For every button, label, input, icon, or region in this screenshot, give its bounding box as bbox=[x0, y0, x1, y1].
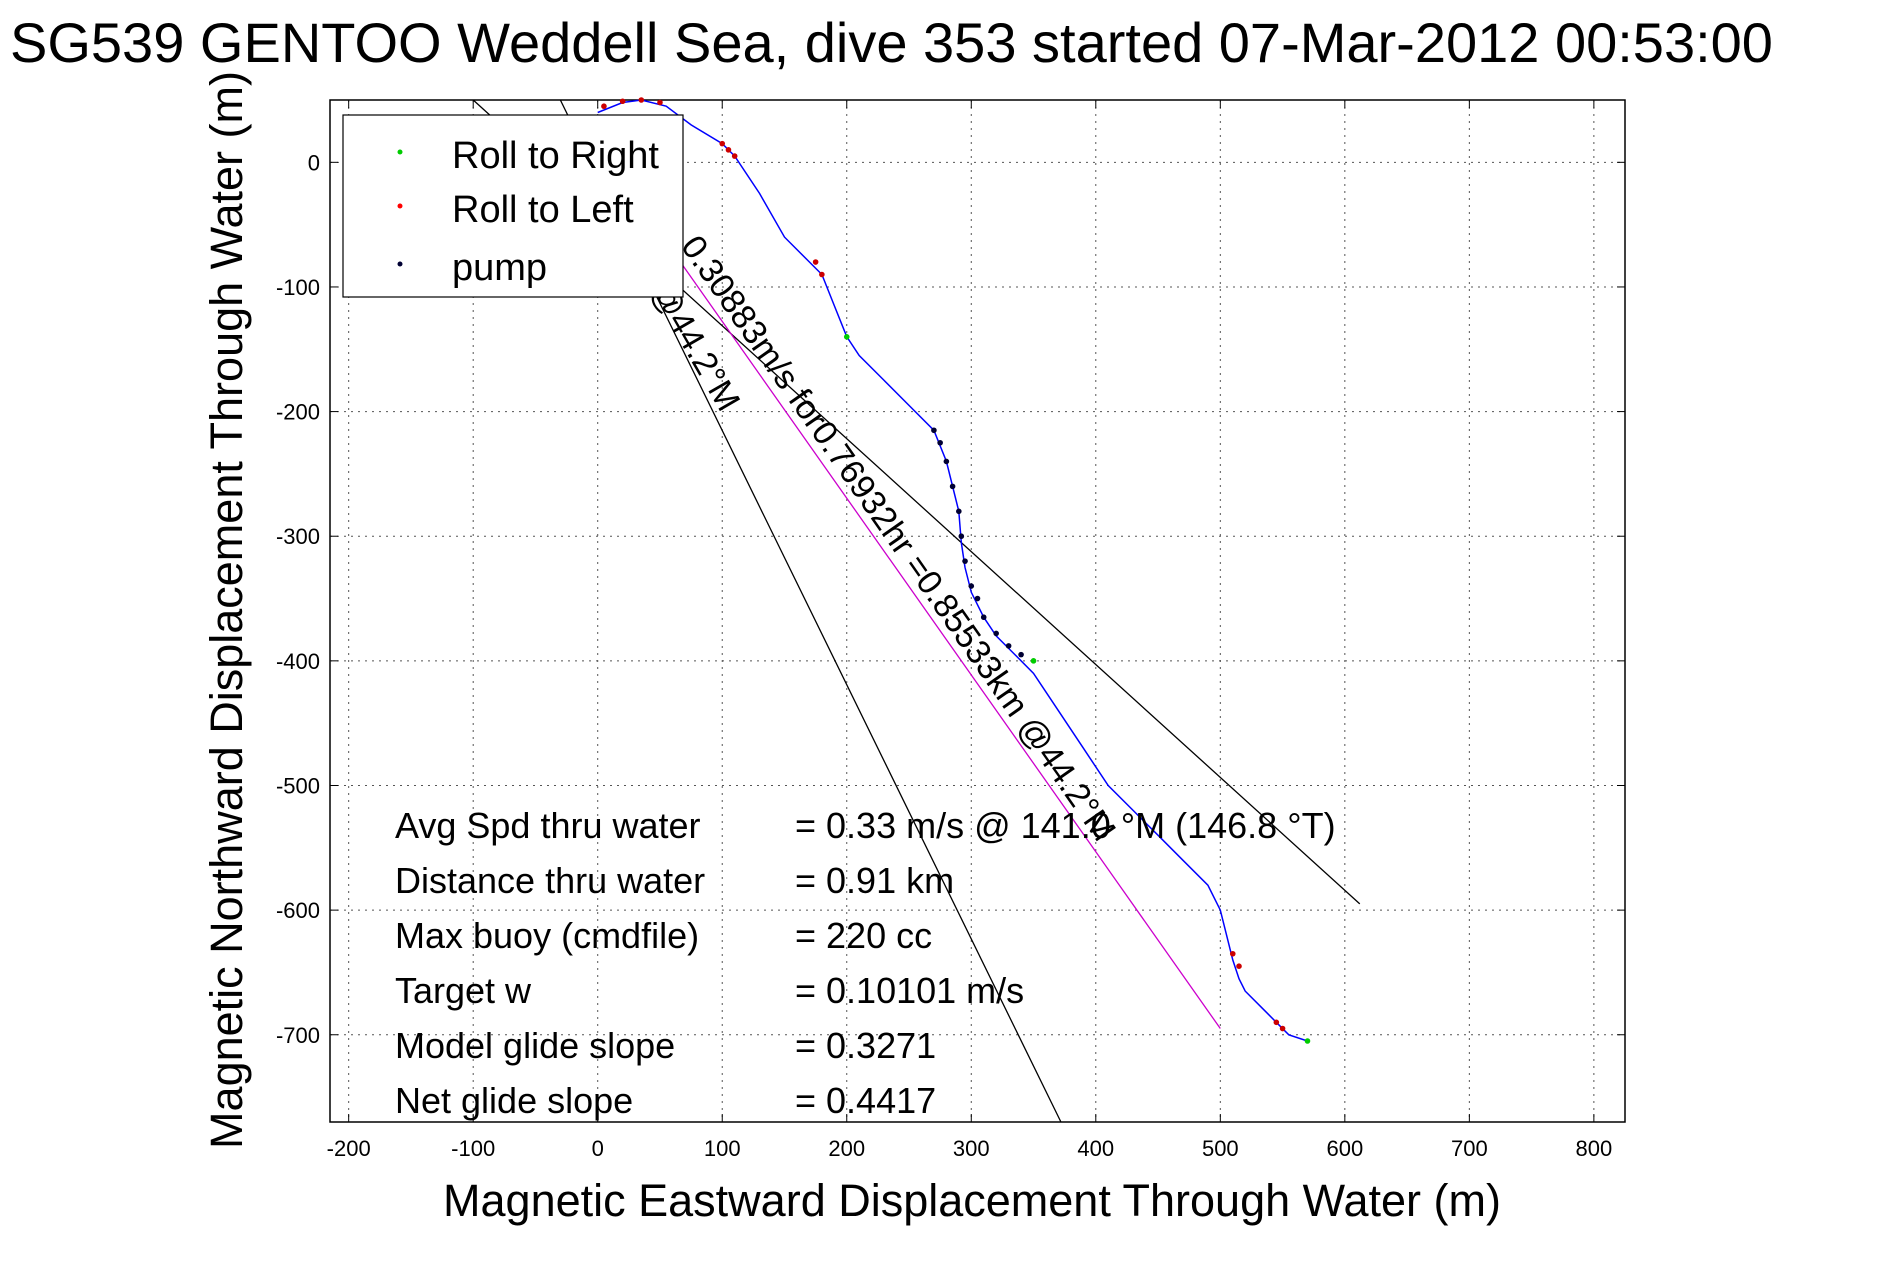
roll-left-marker bbox=[657, 99, 663, 106]
stat-label: Max buoy (cmdfile) bbox=[395, 915, 699, 956]
stats-block: Avg Spd thru water = 0.33 m/s @ 141.0 °M … bbox=[395, 805, 1336, 1121]
pump-marker bbox=[931, 427, 937, 434]
roll-left-marker bbox=[1273, 1019, 1280, 1026]
pump-marker bbox=[958, 533, 965, 540]
pump-marker bbox=[1018, 651, 1024, 658]
y-tick-label: -700 bbox=[276, 1023, 320, 1048]
x-tick-label: 800 bbox=[1576, 1136, 1613, 1161]
x-tick-label: 600 bbox=[1326, 1136, 1363, 1161]
stat-value: = 0.91 km bbox=[795, 860, 954, 901]
roll-right-marker bbox=[1304, 1038, 1311, 1044]
legend-marker-roll-right bbox=[397, 149, 403, 155]
stat-label: Target w bbox=[395, 970, 532, 1011]
pump-marker bbox=[1005, 643, 1012, 649]
x-tick-label: 200 bbox=[828, 1136, 865, 1161]
roll-left-marker bbox=[719, 140, 726, 147]
y-tick-label: -400 bbox=[276, 649, 320, 674]
roll-left-marker bbox=[1236, 963, 1242, 970]
x-tick-label: -200 bbox=[327, 1136, 371, 1161]
roll-left-marker bbox=[725, 147, 732, 153]
legend: Roll to Right Roll to Left pump bbox=[342, 114, 684, 298]
legend-label-pump: pump bbox=[452, 247, 547, 289]
stat-value: = 0.4417 bbox=[795, 1080, 936, 1121]
roll-left-marker bbox=[731, 153, 738, 159]
x-tick-label: 400 bbox=[1077, 1136, 1114, 1161]
x-tick-label: 100 bbox=[704, 1136, 741, 1161]
grid-lines bbox=[330, 100, 1625, 1122]
roll-left-marker bbox=[1279, 1025, 1286, 1032]
stat-label: Net glide slope bbox=[395, 1080, 633, 1121]
pump-marker bbox=[974, 595, 981, 602]
y-axis-label: Magnetic Northward Displacement Through … bbox=[201, 71, 252, 1149]
x-tick-label: 500 bbox=[1202, 1136, 1239, 1161]
roll-left-marker bbox=[619, 98, 626, 105]
legend-marker-pump bbox=[397, 261, 403, 267]
roll-left-marker bbox=[819, 271, 825, 278]
track-markers bbox=[601, 97, 1311, 1044]
x-tick-label: 0 bbox=[592, 1136, 604, 1161]
roll-left-marker bbox=[812, 259, 819, 265]
stat-value: = 0.10101 m/s bbox=[795, 970, 1024, 1011]
roll-left-marker bbox=[638, 97, 645, 103]
y-tick-label: -100 bbox=[276, 275, 320, 300]
roll-left-marker bbox=[1229, 950, 1236, 957]
pump-marker bbox=[949, 483, 956, 490]
y-tick-label: -600 bbox=[276, 898, 320, 923]
legend-label-roll-right: Roll to Right bbox=[452, 135, 659, 177]
y-tick-label: -500 bbox=[276, 773, 320, 798]
pump-marker bbox=[943, 458, 950, 465]
stat-label: Avg Spd thru water bbox=[395, 805, 701, 846]
pump-marker bbox=[956, 508, 962, 515]
x-tick-labels: -200 -100 0 100 200 300 400 500 600 700 800 bbox=[327, 1136, 1613, 1161]
y-tick-label: 0 bbox=[308, 150, 320, 175]
stat-label: Model glide slope bbox=[395, 1025, 675, 1066]
pump-marker bbox=[937, 439, 943, 446]
stat-value: = 0.3271 bbox=[795, 1025, 936, 1066]
stat-label: Distance thru water bbox=[395, 860, 705, 901]
pump-marker bbox=[993, 630, 999, 637]
pump-marker bbox=[968, 583, 975, 589]
x-tick-label: -100 bbox=[451, 1136, 495, 1161]
pump-marker bbox=[980, 614, 987, 621]
x-tick-label: 300 bbox=[953, 1136, 990, 1161]
x-axis-label: Magnetic Eastward Displacement Through W… bbox=[443, 1175, 1501, 1226]
y-tick-label: -200 bbox=[276, 400, 320, 425]
roll-right-marker bbox=[1030, 658, 1037, 664]
legend-label-roll-left: Roll to Left bbox=[452, 189, 634, 231]
glider-track-line bbox=[597, 99, 1308, 1042]
roll-right-marker bbox=[843, 334, 850, 340]
reference-line bbox=[609, 161, 1221, 1029]
y-tick-labels: 0 -100 -200 -300 -400 -500 -600 -700 bbox=[276, 150, 320, 1047]
x-tick-label: 700 bbox=[1451, 1136, 1488, 1161]
chart-title: SG539 GENTOO Weddell Sea, dive 353 start… bbox=[10, 11, 1773, 74]
pump-marker bbox=[962, 558, 968, 564]
legend-marker-roll-left bbox=[397, 203, 403, 209]
roll-left-marker bbox=[601, 103, 607, 110]
stat-value: = 220 cc bbox=[795, 915, 932, 956]
y-tick-label: -300 bbox=[276, 524, 320, 549]
stat-value: = 0.33 m/s @ 141.0 °M (146.8 °T) bbox=[795, 805, 1336, 846]
